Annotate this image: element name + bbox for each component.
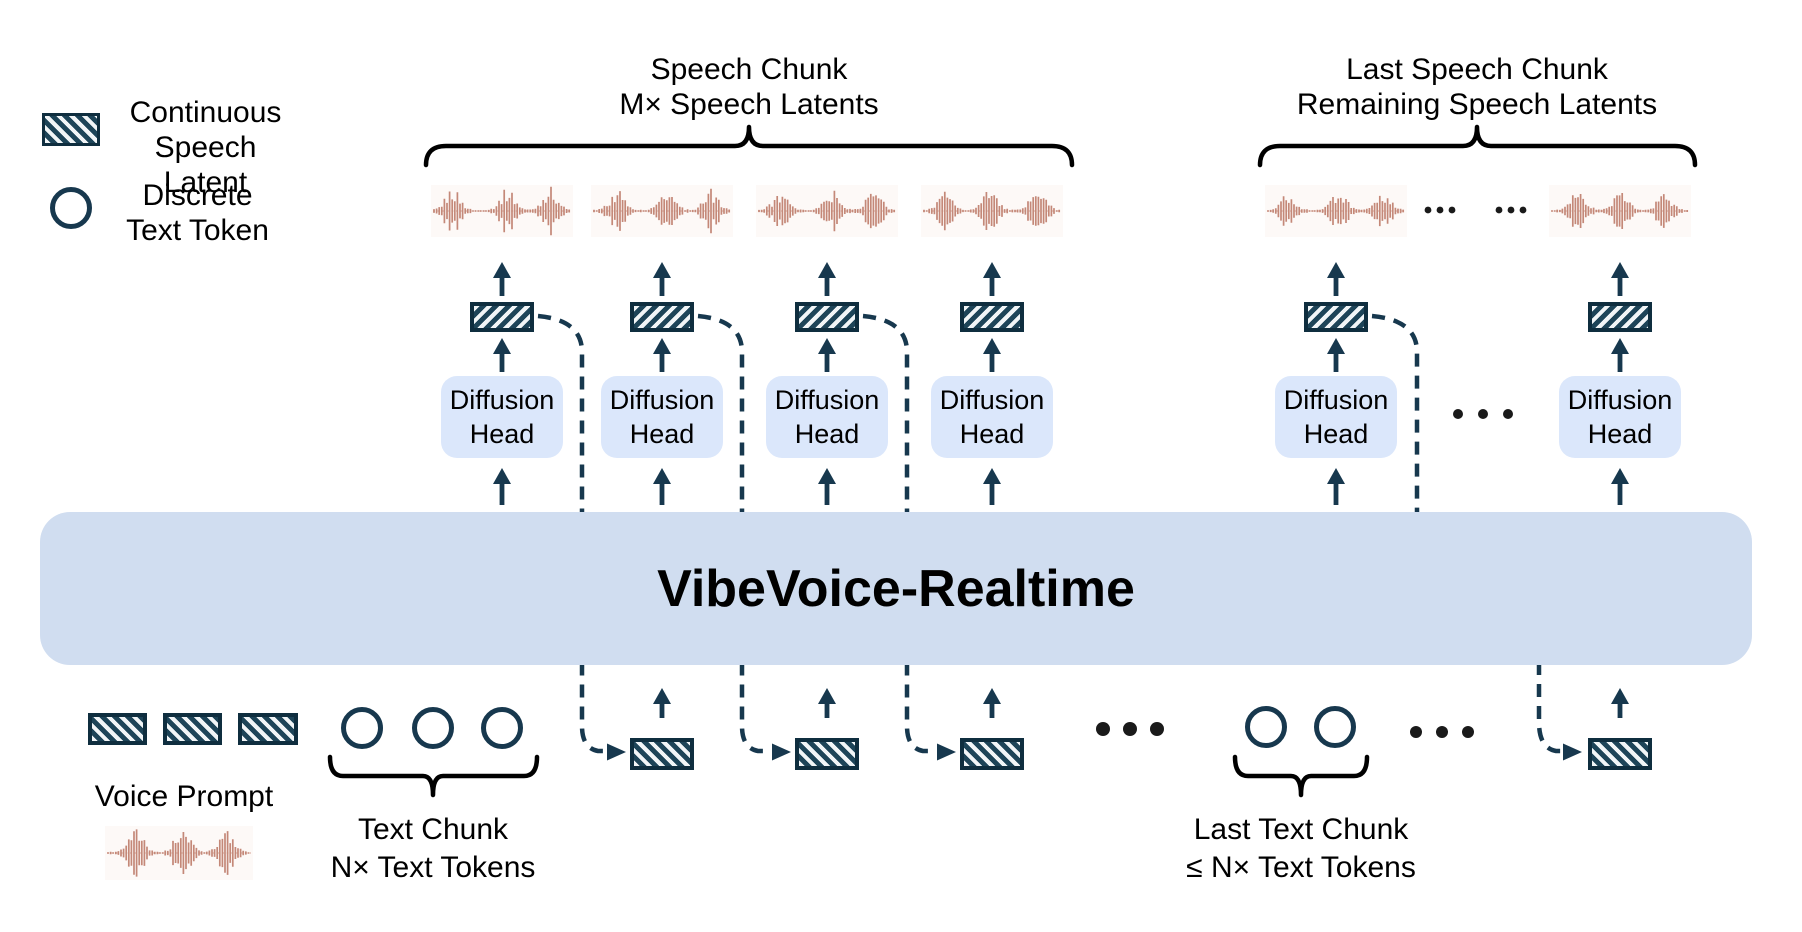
arrow-head-to-latent [1611,338,1629,372]
feedback-latent-4 [1588,738,1652,770]
legend-continuous-label: Continuous Speech Latent [129,96,282,199]
brace-last-speech-chunk [1257,124,1698,168]
speech-chunk-label: Speech Chunk M× Speech Latents [619,53,879,121]
speech-waveform-6 [1549,185,1691,237]
arrow-latent-to-waveform [1611,262,1629,296]
text-token-1 [341,707,383,749]
feedback-arrowhead [937,743,956,761]
last-speech-chunk-label: Last Speech Chunk Remaining Speech Laten… [1296,53,1658,121]
speech-latent-4 [960,302,1024,332]
arrow-latent-to-waveform [653,262,671,296]
brace-speech-chunk [423,124,1075,168]
voice-prompt-latent-2 [163,713,222,745]
diffusion-head-1: Diffusion Head [441,376,563,458]
vibevoice-realtime-model-box: VibeVoice-Realtime [40,512,1752,665]
brace-text-chunk [327,754,540,798]
speech-waveform-1 [431,185,573,237]
diffusion-head-label: Diffusion Head [609,385,715,449]
speech-latent-1 [470,302,534,332]
feedback-dashed-line [1371,313,1420,545]
feedback-dashed-line [1536,640,1564,754]
arrow-latent-to-waveform [983,262,1001,296]
arrow-head-to-latent [493,338,511,372]
arrow-head-to-latent [818,338,836,372]
speech-latent-6 [1588,302,1652,332]
ellipsis-dots-bottom-right [1410,726,1474,738]
text-token-3 [481,707,523,749]
legend-discrete-label: Discrete Text Token [126,179,269,247]
feedback-latent-1 [630,738,694,770]
text-chunk-label: Text Chunk N× Text Tokens [330,813,536,884]
arrow-model-to-head [1611,468,1629,505]
voice-prompt-latent-1 [88,713,147,745]
diffusion-head-label: Diffusion Head [1567,385,1673,449]
speech-latent-5 [1304,302,1368,332]
ellipsis-dots-waveforms [1424,206,1456,214]
diffusion-head-2: Diffusion Head [601,376,723,458]
speech-waveform-3 [756,185,898,237]
diffusion-head-4: Diffusion Head [931,376,1053,458]
feedback-arrowhead [772,743,791,761]
arrow-latent-to-model [983,688,1001,718]
arrow-latent-to-model [1611,688,1629,718]
speech-latent-3 [795,302,859,332]
feedback-latent-2 [795,738,859,770]
voice-prompt-waveform [105,826,253,880]
arrow-head-to-latent [983,338,1001,372]
diffusion-head-6: Diffusion Head [1559,376,1681,458]
brace-last-text-chunk [1232,754,1370,798]
arrow-latent-to-waveform [1327,262,1345,296]
speech-waveform-4 [921,185,1063,237]
feedback-arrowhead [1563,743,1582,761]
diffusion-head-label: Diffusion Head [449,385,555,449]
arrow-head-to-latent [653,338,671,372]
speech-waveform-5 [1265,185,1407,237]
arrow-model-to-head [1327,468,1345,505]
arrow-head-to-latent [1327,338,1345,372]
arrow-latent-to-waveform [818,262,836,296]
feedback-arrowhead [607,743,626,761]
feedback-latent-3 [960,738,1024,770]
diffusion-head-label: Diffusion Head [1283,385,1389,449]
last-text-chunk-label: Last Text Chunk ≤ N× Text Tokens [1186,813,1416,884]
diffusion-head-5: Diffusion Head [1275,376,1397,458]
model-title: VibeVoice-Realtime [657,559,1135,618]
arrow-latent-to-model [818,688,836,718]
arrow-model-to-head [818,468,836,505]
arrow-latent-to-waveform [493,262,511,296]
speech-waveform-2 [591,185,733,237]
voice-prompt-label: Voice Prompt [94,780,274,813]
last-text-token-2 [1314,706,1356,748]
arrow-model-to-head [653,468,671,505]
legend-discrete-token-icon [50,187,92,229]
arrow-model-to-head [493,468,511,505]
diffusion-head-3: Diffusion Head [766,376,888,458]
ellipsis-dots-waveforms [1495,206,1527,214]
speech-latent-2 [630,302,694,332]
last-text-token-1 [1245,706,1287,748]
ellipsis-dots-diffusion-heads [1453,409,1513,419]
diffusion-head-label: Diffusion Head [939,385,1045,449]
text-token-2 [412,707,454,749]
diffusion-head-label: Diffusion Head [774,385,880,449]
ellipsis-dots-bottom-left [1096,722,1164,736]
voice-prompt-latent-3 [238,713,298,745]
arrow-model-to-head [983,468,1001,505]
legend-continuous-latent-icon [42,113,100,146]
arrow-latent-to-model [653,688,671,718]
